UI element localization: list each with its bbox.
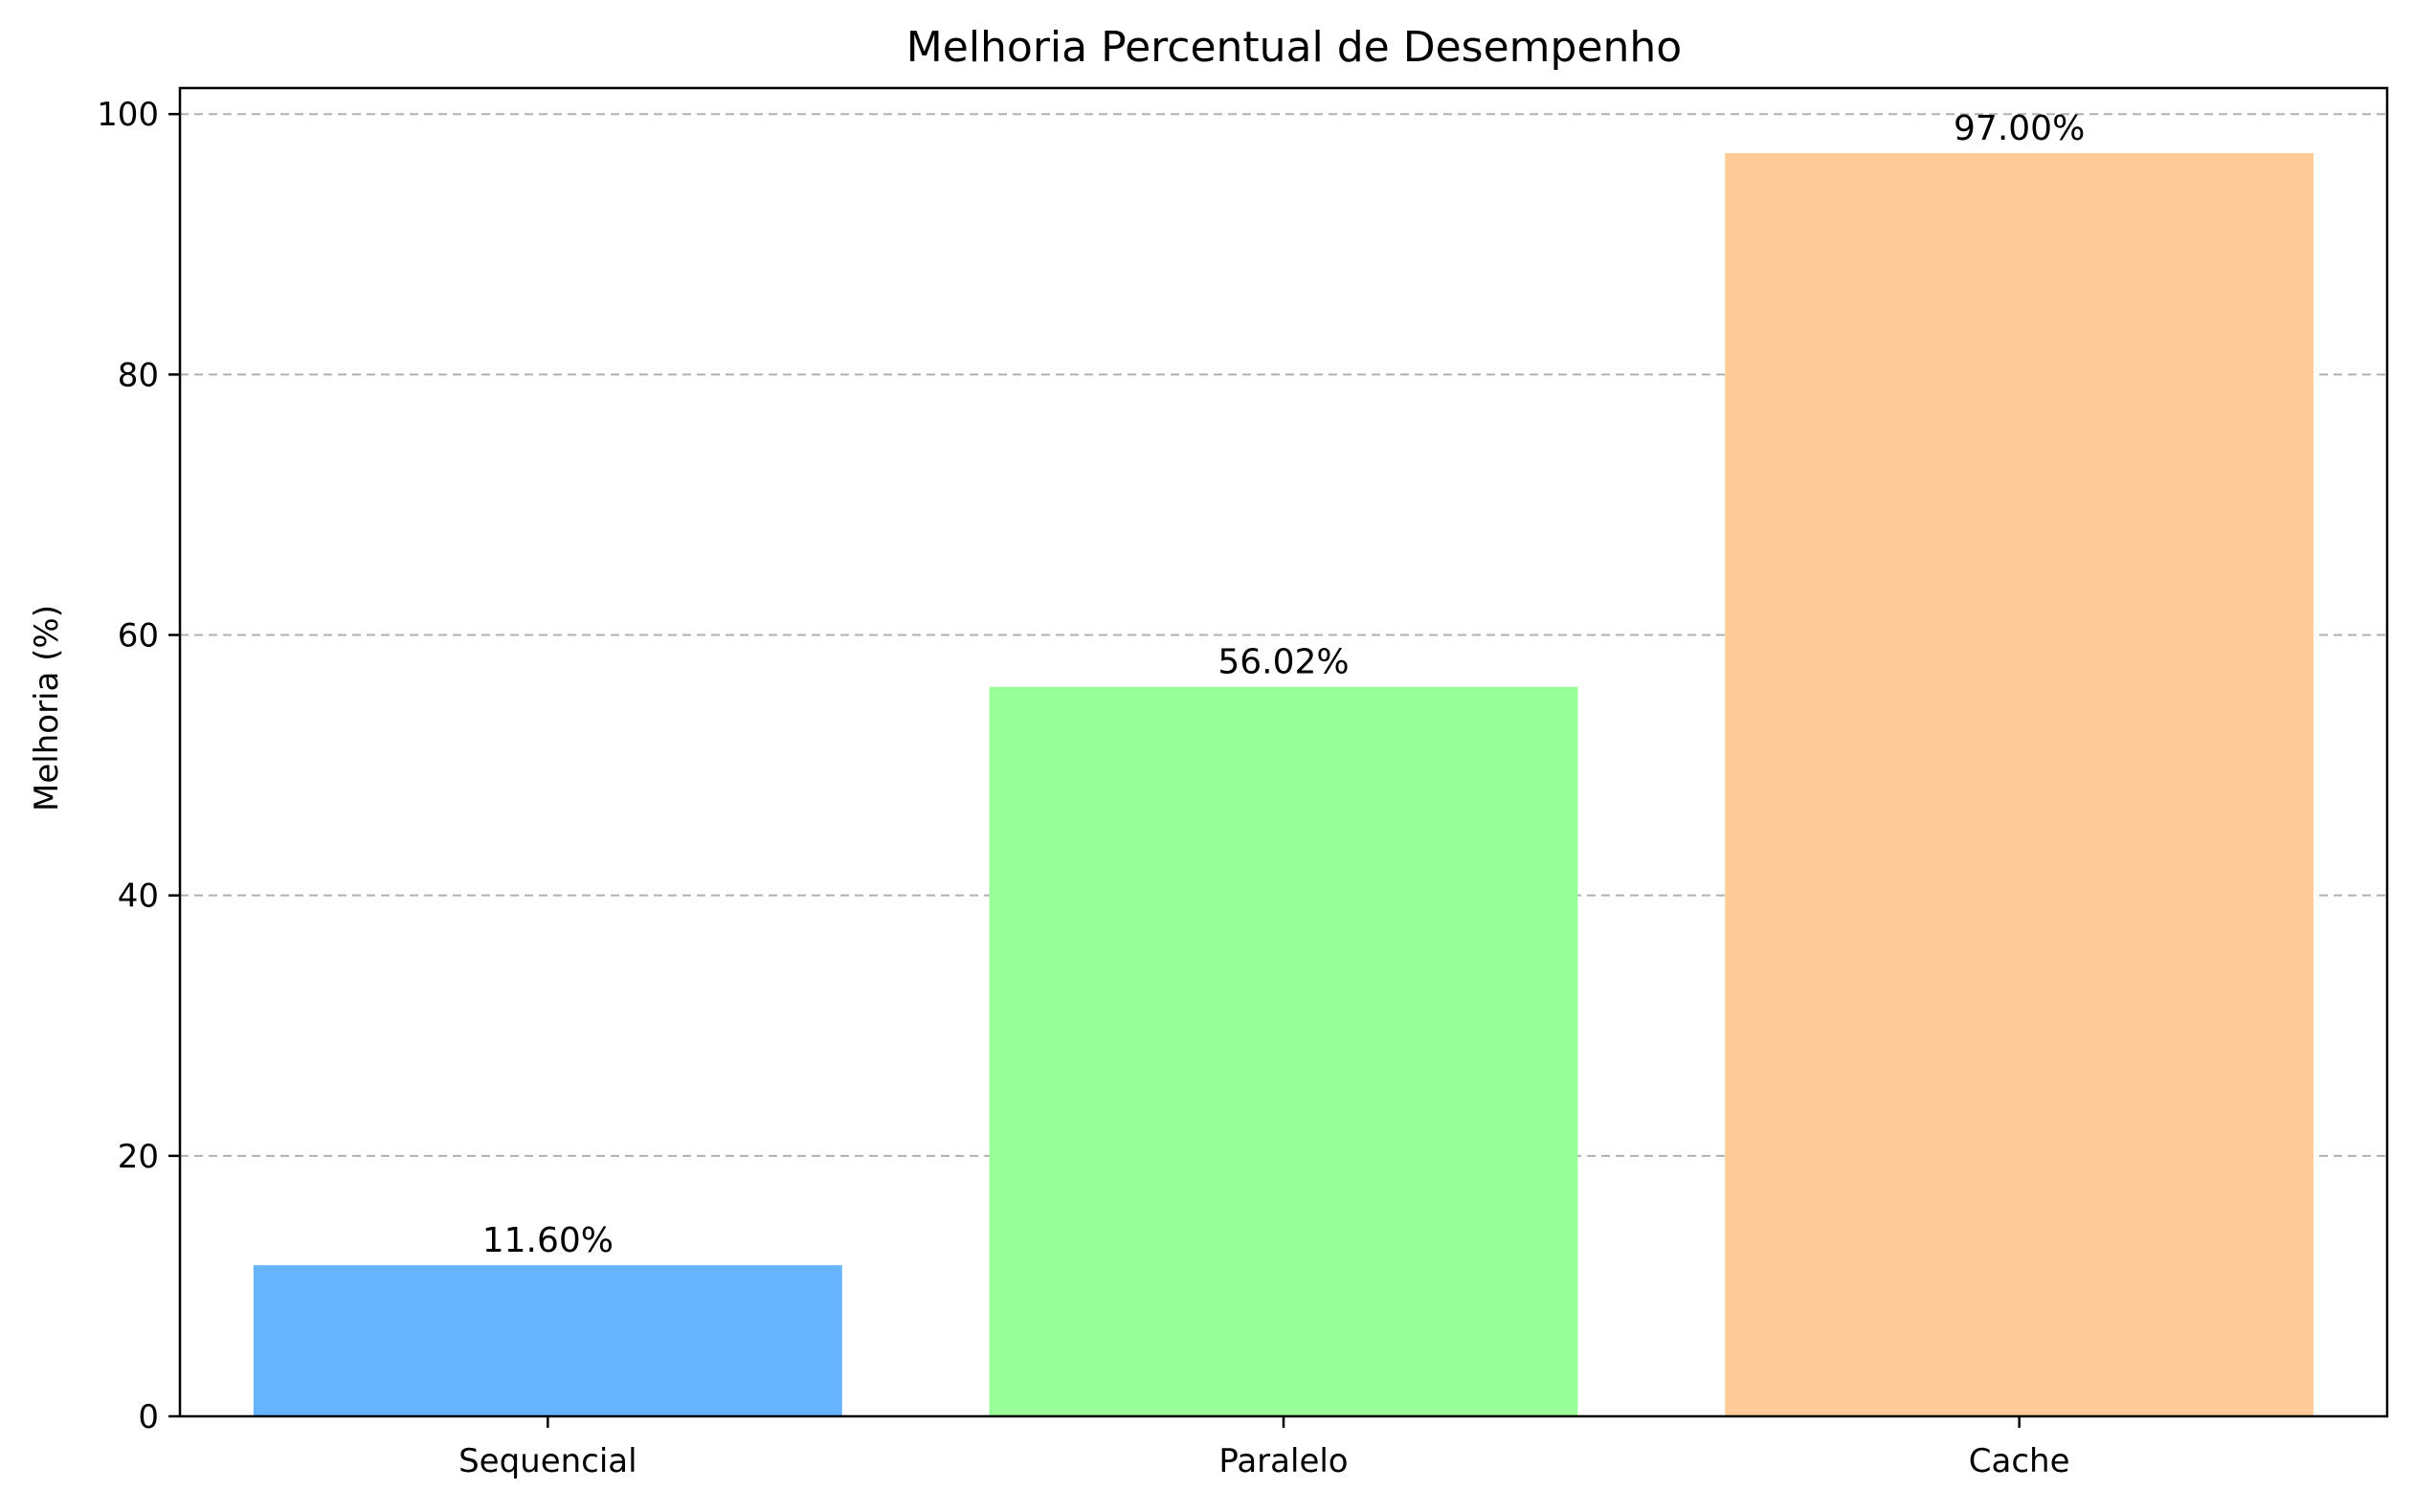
data-label: 56.02%: [1218, 643, 1349, 682]
axes: 0 20 40 60 80 100 Sequencial Paralelo Cache: [97, 86, 2389, 1480]
x-tick-label: Paralelo: [1218, 1442, 1348, 1480]
bar: [1725, 153, 2314, 1417]
bar: [253, 1265, 842, 1416]
y-tick-label: 80: [118, 356, 159, 394]
bar: [989, 686, 1578, 1416]
chart-title: Melhoria Percentual de Desempenho: [906, 23, 1682, 72]
data-labels: 11.60% 56.02% 97.00%: [482, 109, 2086, 1260]
bars: [253, 153, 2314, 1417]
data-label: 97.00%: [1954, 109, 2085, 148]
y-tick-label: 100: [97, 96, 159, 134]
x-tick-label: Cache: [1969, 1442, 2070, 1480]
x-tick-label: Sequencial: [458, 1442, 637, 1480]
y-tick-label: 40: [118, 878, 159, 916]
y-tick-label: 0: [138, 1398, 159, 1436]
y-axis-label: Melhoria (%): [28, 605, 66, 812]
y-tick-label: 20: [118, 1138, 159, 1176]
data-label: 11.60%: [482, 1221, 614, 1260]
y-tick-label: 60: [118, 617, 159, 656]
